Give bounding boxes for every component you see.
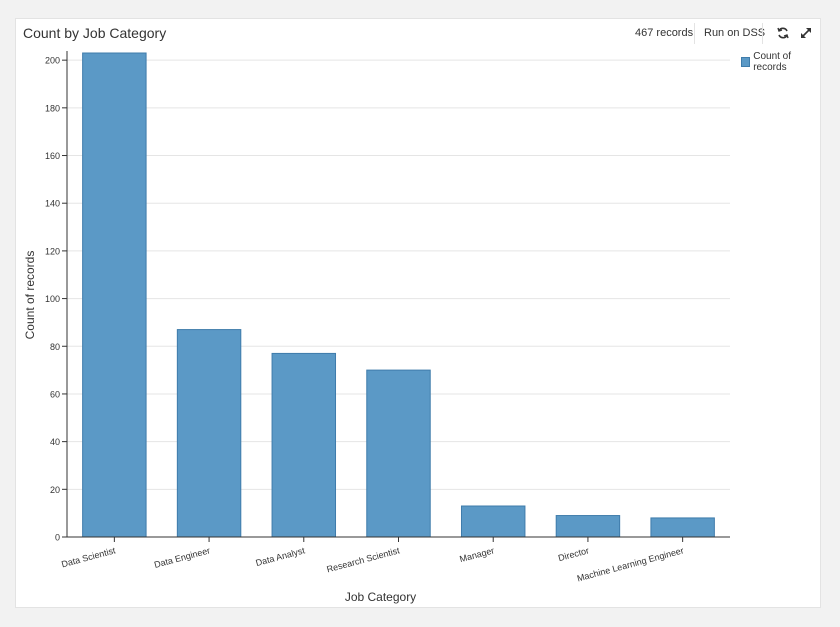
x-tick-label: Manager: [458, 545, 495, 564]
bar: [271, 352, 337, 538]
y-tick-label: 0: [55, 533, 60, 543]
legend-label: Count of records: [753, 51, 792, 73]
bar: [555, 515, 621, 538]
x-tick-label: Research Scientist: [326, 545, 402, 574]
x-tick-label: Machine Learning Engineer: [576, 545, 685, 583]
y-tick-label: 160: [45, 151, 60, 161]
y-tick-label: 180: [45, 103, 60, 113]
y-tick-label: 100: [45, 294, 60, 304]
records-count: 467 records: [635, 27, 694, 39]
run-on-dss-button[interactable]: Run on DSS: [704, 27, 766, 39]
chart-title: Count by Job Category: [23, 25, 167, 41]
refresh-icon[interactable]: [776, 26, 790, 40]
header-divider: [694, 23, 695, 44]
expand-icon[interactable]: [799, 26, 813, 40]
x-tick-label: Data Scientist: [60, 545, 117, 569]
y-axis-title: Count of records: [23, 251, 37, 340]
bar-chart: 0 20 40 60 80 100 120 140 160 180 200 Data Scientis…: [23, 51, 730, 604]
y-tick-label: 200: [45, 56, 60, 66]
x-tick-label: Director: [557, 545, 590, 563]
chart-card: 0 20 40 60 80 100 120 140 160 180 200 Data Scientis…: [15, 18, 821, 608]
x-tick-label: Data Engineer: [153, 545, 211, 570]
bar: [650, 517, 715, 538]
bar: [366, 369, 431, 538]
bar: [82, 52, 147, 538]
y-tick-label: 40: [50, 437, 60, 447]
y-tick-label: 60: [50, 389, 60, 399]
legend-swatch: [741, 57, 751, 67]
chart-legend: Count of records: [741, 51, 820, 73]
x-axis-title: Job Category: [345, 590, 416, 604]
y-tick-label: 20: [50, 485, 60, 495]
x-tick-label: Data Analyst: [255, 545, 307, 568]
chart-header: Count by Job Category 467 records Run on…: [16, 19, 820, 49]
header-divider: [762, 23, 763, 44]
y-tick-label: 80: [50, 342, 60, 352]
bar: [460, 505, 526, 538]
y-tick-label: 140: [45, 199, 60, 209]
y-tick-label: 120: [45, 246, 60, 256]
bar: [176, 329, 242, 538]
